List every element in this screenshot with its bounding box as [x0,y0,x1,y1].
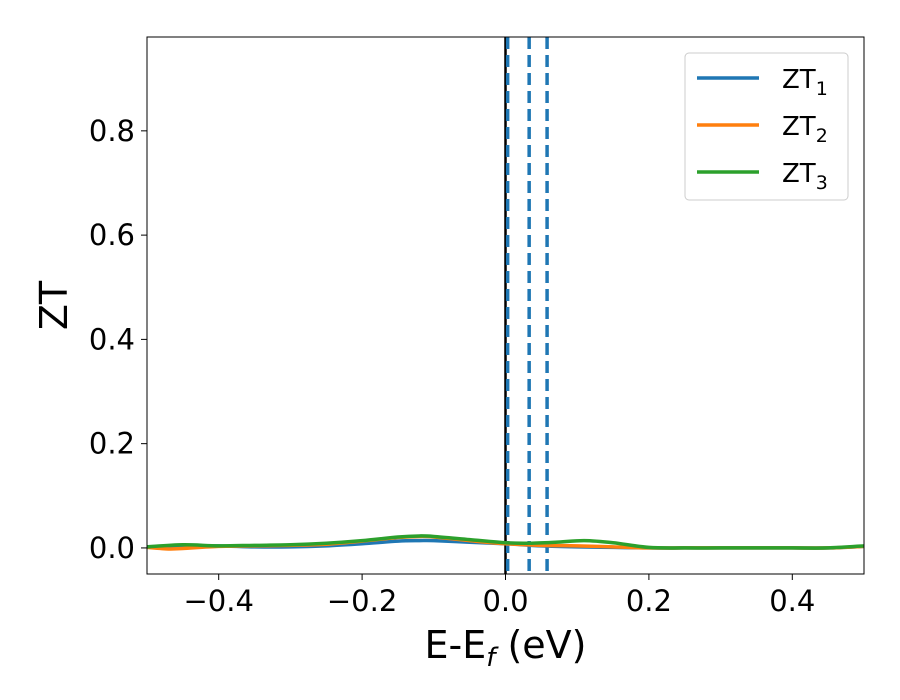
x-axis-ticks: −0.4 −0.2 0.0 0.2 0.4 [183,574,815,618]
x-axis-title: E-Ef (eV) [425,623,587,673]
x-tick-label: 0.0 [482,584,528,618]
reference-lines [504,37,549,574]
x-tick-label: −0.2 [327,584,397,618]
legend-box [684,52,849,201]
y-tick-label: 0.0 [89,531,135,565]
y-tick-label: 0.6 [89,218,135,252]
x-tick-label: 0.2 [626,584,672,618]
series-lines [147,534,864,551]
x-tick-label: 0.4 [769,584,815,618]
series-line-3 [147,534,864,550]
x-axis-title-unit: (eV) [495,623,586,667]
y-axis-ticks: 0.0 0.2 0.4 0.6 0.8 [89,114,147,565]
legend-label-3: ZT3 [782,159,828,194]
legend: ZT1 ZT2 ZT3 [684,52,849,201]
y-tick-label: 0.2 [89,427,135,461]
x-axis-title-main: E-E [425,623,487,667]
x-tick-label: −0.4 [183,584,253,618]
legend-label-2: ZT2 [782,112,828,147]
y-tick-label: 0.8 [89,114,135,148]
legend-label-1: ZT1 [782,65,828,100]
y-tick-label: 0.4 [89,322,135,356]
y-axis-title: ZT [32,280,76,330]
